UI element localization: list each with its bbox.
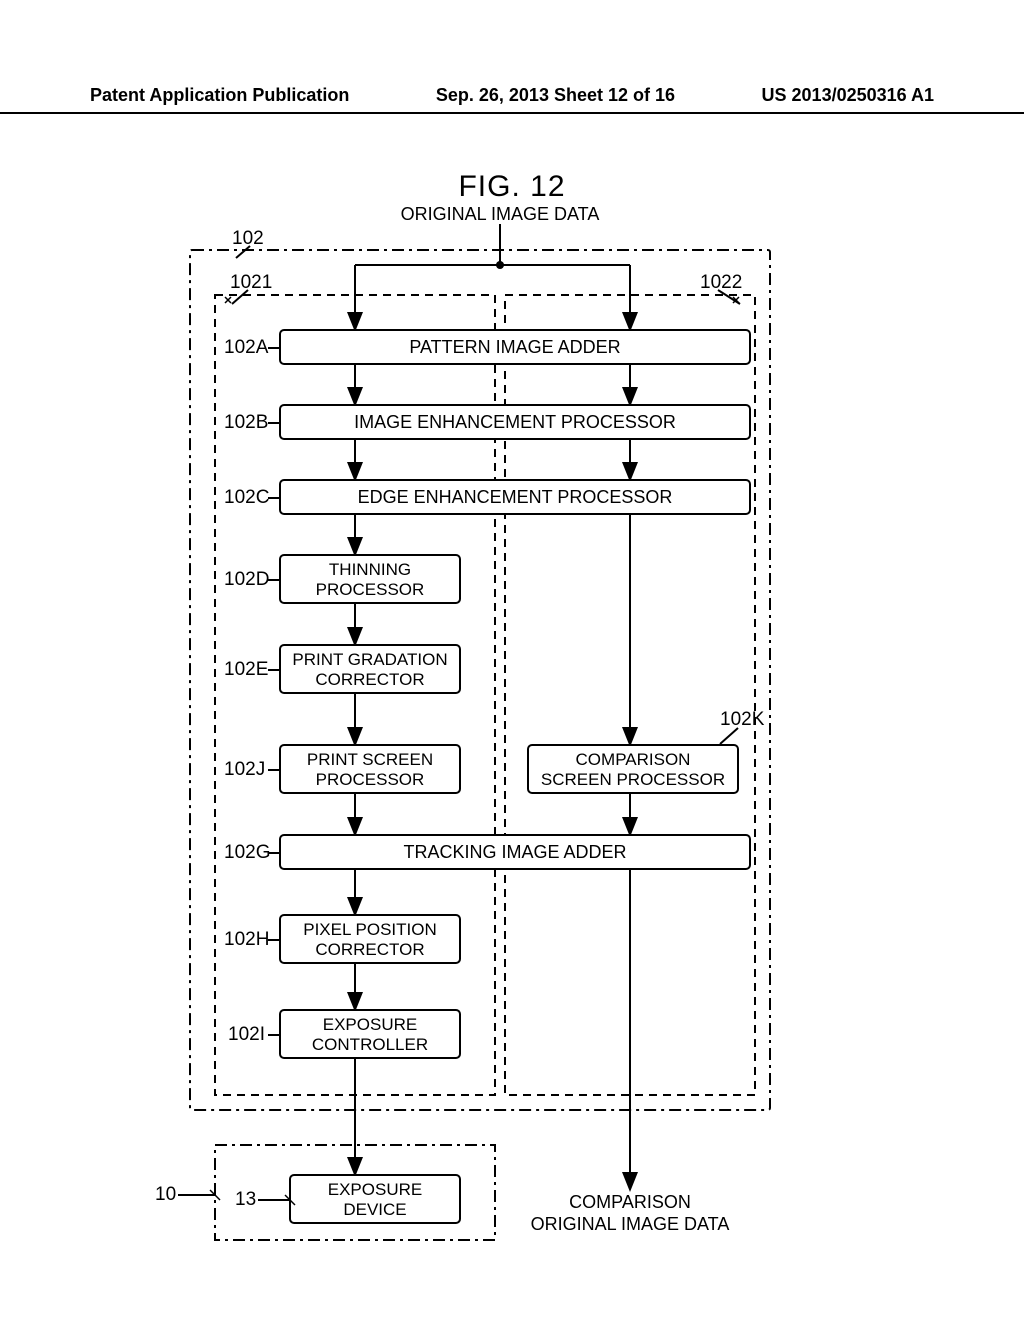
ref-a: 102A (224, 337, 269, 358)
block-a-label: PATTERN IMAGE ADDER (409, 337, 620, 357)
block-j-l1: PRINT SCREEN (307, 750, 433, 769)
ref-d: 102D (224, 569, 269, 590)
ref-13: 13 (235, 1189, 256, 1210)
block-g-label: TRACKING IMAGE ADDER (403, 842, 626, 862)
ref-c: 102C (224, 487, 269, 508)
header-right: US 2013/0250316 A1 (762, 85, 934, 106)
leader-k (720, 728, 738, 744)
ref-h: 102H (224, 929, 269, 950)
page-header: Patent Application Publication Sep. 26, … (0, 85, 1024, 114)
block-k-l1: COMPARISON (576, 750, 691, 769)
out-right-l2: ORIGINAL IMAGE DATA (531, 1214, 730, 1234)
block-d-l1: THINNING (329, 560, 411, 579)
ref-b: 102B (224, 412, 268, 433)
ref-1021: 1021 (230, 272, 272, 293)
block-h-l2: CORRECTOR (315, 940, 424, 959)
diagram: ORIGINAL IMAGE DATA 102 1021 1022 PATTER… (0, 200, 1024, 1320)
block-i-l1: EXPOSURE (323, 1015, 417, 1034)
header-center: Sep. 26, 2013 Sheet 12 of 16 (436, 85, 675, 106)
block-e-l1: PRINT GRADATION (292, 650, 447, 669)
page: Patent Application Publication Sep. 26, … (0, 0, 1024, 1320)
ref-10: 10 (155, 1184, 176, 1205)
ref-g: 102G (224, 842, 270, 863)
ref-1022: 1022 (700, 272, 742, 293)
out-right-l1: COMPARISON (569, 1192, 691, 1212)
ref-e: 102E (224, 659, 268, 680)
device-l2: DEVICE (343, 1200, 406, 1219)
ref-k: 102K (720, 709, 765, 730)
block-i-l2: CONTROLLER (312, 1035, 428, 1054)
ref-j: 102J (224, 759, 265, 780)
figure-title: FIG. 12 (0, 170, 1024, 204)
block-j-l2: PROCESSOR (316, 770, 425, 789)
tick-1021 (225, 297, 231, 303)
block-k-l2: SCREEN PROCESSOR (541, 770, 725, 789)
block-h-l1: PIXEL POSITION (303, 920, 437, 939)
block-c-label: EDGE ENHANCEMENT PROCESSOR (358, 487, 673, 507)
ref-i: 102I (228, 1024, 265, 1045)
block-e-l2: CORRECTOR (315, 670, 424, 689)
device-l1: EXPOSURE (328, 1180, 422, 1199)
block-b-label: IMAGE ENHANCEMENT PROCESSOR (354, 412, 676, 432)
input-label: ORIGINAL IMAGE DATA (401, 204, 600, 224)
outer-box (190, 250, 770, 1110)
ref-102: 102 (232, 228, 264, 249)
header-left: Patent Application Publication (90, 85, 349, 106)
block-d-l2: PROCESSOR (316, 580, 425, 599)
